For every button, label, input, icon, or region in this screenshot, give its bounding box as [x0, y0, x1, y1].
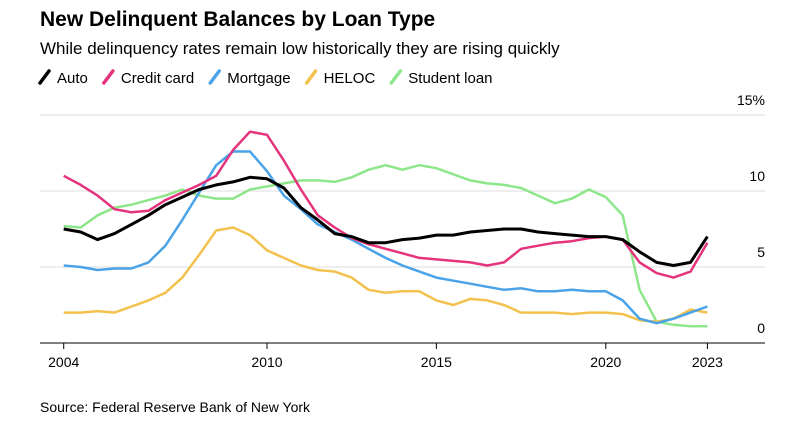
legend-label: Mortgage: [227, 70, 290, 87]
legend-label: Student loan: [408, 70, 492, 87]
y-tick-label: 0: [757, 320, 765, 336]
series-line: [63, 163, 708, 328]
legend-label: Credit card: [121, 70, 194, 87]
x-tick-label: 2004: [48, 354, 79, 370]
legend-marker: [304, 69, 318, 85]
y-tick-label: 10: [749, 168, 765, 184]
source: Source: Federal Reserve Bank of New York: [40, 399, 311, 415]
legend-marker: [389, 69, 403, 85]
series-line: [63, 150, 708, 325]
y-tick-label: 15%: [737, 92, 765, 108]
x-tick-label: 2015: [421, 354, 452, 370]
series-line: [63, 226, 708, 323]
legend-marker: [38, 69, 51, 85]
x-tick-label: 2023: [692, 354, 723, 370]
legend-label: HELOC: [324, 70, 376, 87]
chart-title: New Delinquent Balances by Loan Type: [40, 8, 435, 31]
legend-marker: [208, 69, 221, 85]
series-line: [63, 175, 709, 267]
series-line: [63, 130, 709, 279]
x-tick-label: 2020: [590, 354, 621, 370]
x-tick-label: 2010: [251, 354, 282, 370]
chart-subtitle: While delinquency rates remain low histo…: [40, 39, 560, 58]
legend-label: Auto: [57, 70, 88, 87]
y-tick-label: 5: [757, 244, 765, 260]
legend-marker: [102, 69, 115, 85]
